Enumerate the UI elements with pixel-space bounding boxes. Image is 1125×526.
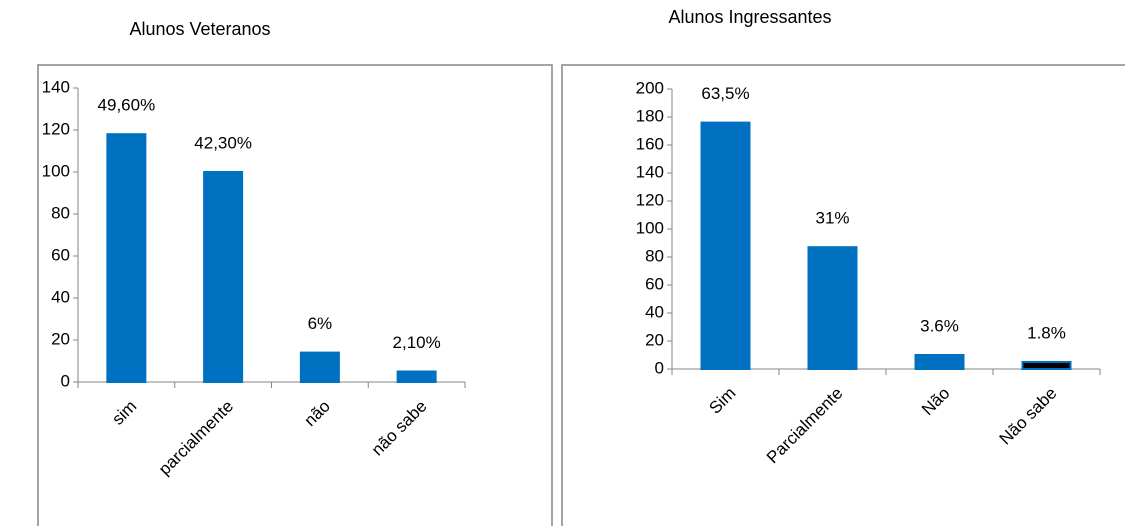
data-label: 31%: [815, 209, 849, 228]
y-tick-label: 100: [636, 218, 664, 237]
y-tick-label: 160: [636, 134, 664, 153]
y-tick-label: 60: [645, 274, 664, 293]
data-label: 2,10%: [393, 333, 441, 352]
y-tick-label: 0: [655, 358, 664, 377]
y-tick-label: 100: [42, 161, 70, 180]
bar: [396, 370, 437, 383]
x-tick-label: não sabe: [368, 397, 431, 460]
bar: [299, 351, 340, 384]
bar: [106, 133, 147, 383]
data-label: 6%: [308, 314, 333, 333]
y-tick-label: 0: [61, 371, 70, 390]
x-tick-label: Parcialmente: [763, 384, 847, 468]
y-tick-label: 40: [51, 287, 70, 306]
y-tick-label: 120: [42, 119, 70, 138]
bar: [203, 171, 244, 383]
y-tick-label: 120: [636, 190, 664, 209]
y-tick-label: 40: [645, 302, 664, 321]
x-tick-label: Não sabe: [996, 384, 1061, 449]
bar: [807, 246, 858, 370]
y-tick-label: 20: [645, 330, 664, 349]
x-tick-label: Sim: [705, 384, 739, 418]
y-tick-label: 140: [636, 162, 664, 181]
data-label: 1.8%: [1027, 323, 1066, 342]
y-tick-label: 140: [42, 77, 70, 96]
y-tick-label: 80: [645, 246, 664, 265]
data-label: 49,60%: [98, 96, 156, 115]
data-label: 63,5%: [701, 84, 749, 103]
y-tick-label: 20: [51, 329, 70, 348]
chart-title: Alunos Ingressantes: [668, 7, 831, 27]
chart-frame: [37, 64, 553, 526]
x-tick-label: não: [300, 397, 333, 430]
data-label: 3.6%: [920, 316, 959, 335]
bar: [700, 121, 751, 370]
y-tick-label: 60: [51, 245, 70, 264]
data-label: 42,30%: [194, 133, 252, 152]
chart-title: Alunos Veteranos: [129, 19, 270, 39]
x-tick-label: Não: [918, 384, 953, 419]
chart-frame: [561, 64, 1125, 526]
y-tick-label: 80: [51, 203, 70, 222]
y-tick-label: 200: [636, 78, 664, 97]
bar: [914, 354, 965, 370]
bar: [1021, 361, 1072, 370]
x-tick-label: parcialmente: [155, 397, 237, 479]
y-tick-label: 180: [636, 106, 664, 125]
x-tick-label: sim: [108, 397, 140, 429]
